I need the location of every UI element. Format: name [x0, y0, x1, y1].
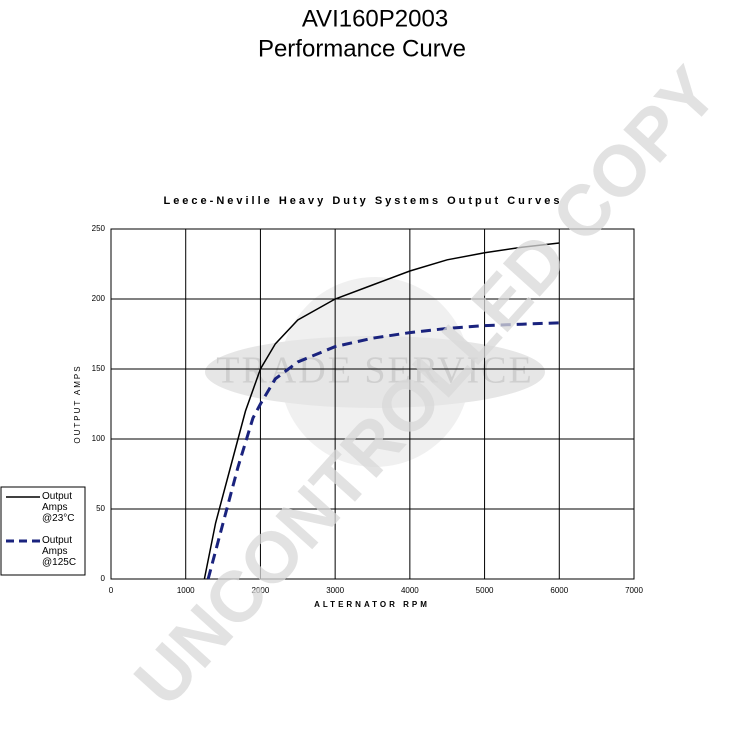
y-tick-label: 200: [92, 294, 106, 303]
plot-border: [110, 228, 635, 580]
x-tick-label: 3000: [326, 586, 344, 595]
y-tick-label: 150: [92, 364, 106, 373]
y-tick-label: 50: [96, 504, 105, 513]
series-line: [206, 321, 560, 580]
legend-box: [0, 486, 86, 576]
x-tick-label: 5000: [476, 586, 494, 595]
watermark-circle: [280, 277, 470, 467]
plot-title: Leece-Neville Heavy Duty Systems Output …: [163, 195, 562, 207]
x-tick-label: 0: [109, 586, 114, 595]
watermark: UNCONTROLLED COPY: [120, 52, 733, 721]
watermark-badge: TRADE SERVICE: [216, 350, 533, 392]
subtitle: Performance Curve: [258, 35, 466, 62]
title: AVI160P2003: [302, 5, 448, 32]
x-tick-label: 6000: [550, 586, 568, 595]
y-tick-label: 250: [92, 224, 106, 233]
x-axis-label: ALTERNATOR RPM: [314, 600, 430, 609]
x-tick-label: 4000: [401, 586, 419, 595]
y-tick-label: 0: [101, 574, 106, 583]
x-tick-label: 7000: [625, 586, 643, 595]
x-tick-label: 2000: [252, 586, 270, 595]
legend-label: Output Amps @23°C: [42, 491, 75, 524]
legend-label: Output Amps @125C: [42, 535, 77, 568]
y-axis-label: OUTPUT AMPS: [73, 364, 82, 443]
x-tick-label: 1000: [177, 586, 195, 595]
series-line: [203, 242, 560, 580]
y-tick-label: 100: [92, 434, 106, 443]
